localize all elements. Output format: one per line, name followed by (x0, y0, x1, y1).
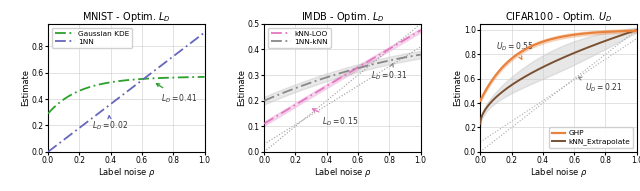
X-axis label: Label noise $\rho$: Label noise $\rho$ (530, 166, 588, 179)
Y-axis label: Estimate: Estimate (454, 69, 463, 106)
GHP (589, 32, 597, 34)
kNN_Extrapolate (495, 93, 503, 96)
1NN (157, 65, 165, 67)
kNN_Extrapolate (590, 44, 598, 46)
1NN-kNN (323, 76, 330, 79)
Gaussian KDE (63, 96, 70, 99)
1NN-kNN (279, 92, 287, 94)
Y-axis label: Estimate: Estimate (21, 69, 30, 106)
Text: $L_D = 0.31$: $L_D = 0.31$ (371, 64, 407, 82)
Title: MNIST - Optim. $L_D$: MNIST - Optim. $L_D$ (82, 10, 171, 24)
Gaussian KDE (157, 77, 165, 79)
kNN-LOO (417, 29, 424, 31)
Gaussian KDE (44, 112, 52, 115)
kNN_Extrapolate (633, 29, 640, 31)
kNN_Extrapolate (575, 50, 582, 52)
Y-axis label: Estimate: Estimate (237, 69, 246, 106)
1NN-kNN (373, 62, 381, 64)
kNN_Extrapolate (538, 66, 546, 69)
GHP (538, 41, 546, 43)
Gaussian KDE (95, 83, 103, 86)
1NN-kNN (374, 62, 381, 64)
Text: $L_D = 0.02$: $L_D = 0.02$ (92, 116, 128, 132)
Gaussian KDE (201, 76, 209, 78)
GHP (495, 70, 503, 72)
Text: $L_D = 0.41$: $L_D = 0.41$ (156, 83, 197, 104)
1NN (63, 136, 70, 139)
GHP (590, 32, 598, 34)
1NN-kNN (417, 53, 424, 56)
1NN-kNN (359, 66, 367, 68)
X-axis label: Label noise $\rho$: Label noise $\rho$ (314, 166, 371, 179)
kNN-LOO (374, 54, 381, 57)
Gaussian KDE (106, 81, 114, 83)
Gaussian KDE (158, 77, 166, 79)
kNN-LOO (359, 63, 367, 66)
kNN-LOO (323, 85, 330, 87)
Title: IMDB - Optim. $L_D$: IMDB - Optim. $L_D$ (301, 10, 384, 24)
1NN (158, 64, 166, 66)
GHP (476, 100, 484, 102)
Line: 1NN: 1NN (48, 32, 205, 152)
Line: kNN-LOO: kNN-LOO (264, 30, 420, 124)
Line: 1NN-kNN: 1NN-kNN (264, 55, 420, 101)
Text: $U_D = 0.55$: $U_D = 0.55$ (496, 40, 534, 59)
kNN_Extrapolate (589, 44, 597, 47)
Legend: Gaussian KDE, 1NN: Gaussian KDE, 1NN (52, 28, 132, 48)
1NN (143, 76, 150, 78)
1NN-kNN (311, 80, 319, 82)
X-axis label: Label noise $\rho$: Label noise $\rho$ (97, 166, 155, 179)
GHP (633, 30, 640, 32)
kNN_Extrapolate (476, 123, 484, 125)
Text: $U_D = 0.21$: $U_D = 0.21$ (579, 77, 622, 94)
Legend: GHP, kNN_Extrapolate: GHP, kNN_Extrapolate (549, 127, 633, 148)
1NN (201, 31, 209, 34)
Text: $L_D = 0.15$: $L_D = 0.15$ (312, 109, 358, 129)
Legend: kNN-LOO, 1NN-kNN: kNN-LOO, 1NN-kNN (268, 28, 331, 48)
kNN-LOO (279, 111, 287, 113)
kNN-LOO (260, 123, 268, 125)
kNN-LOO (373, 55, 381, 57)
kNN-LOO (311, 92, 319, 94)
Line: GHP: GHP (480, 31, 637, 101)
GHP (527, 45, 535, 47)
1NN (106, 103, 114, 106)
1NN-kNN (260, 100, 268, 102)
1NN (44, 151, 52, 153)
Line: Gaussian KDE: Gaussian KDE (48, 77, 205, 114)
GHP (575, 33, 582, 35)
kNN_Extrapolate (527, 72, 535, 74)
Title: CIFAR100 - Optim. $U_D$: CIFAR100 - Optim. $U_D$ (505, 10, 612, 24)
Line: kNN_Extrapolate: kNN_Extrapolate (480, 30, 637, 124)
1NN (95, 112, 103, 114)
Gaussian KDE (143, 78, 150, 80)
